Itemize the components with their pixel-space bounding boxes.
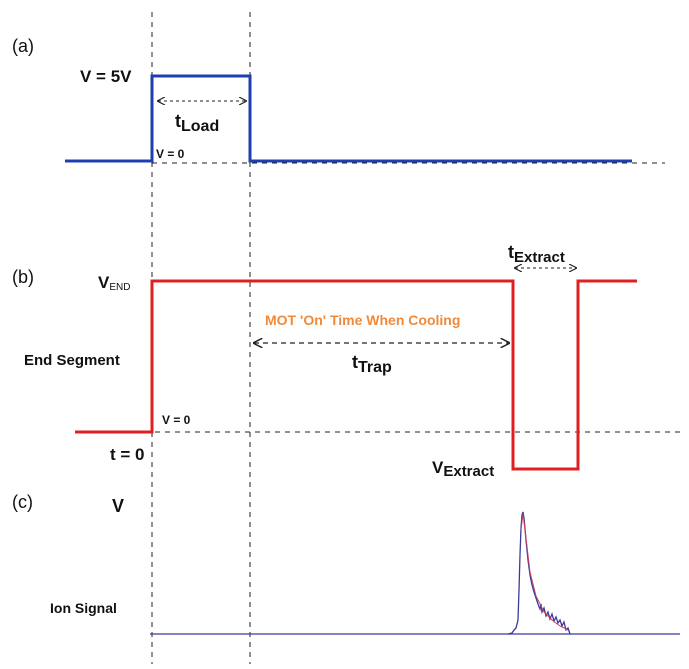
t-extract-main: t: [508, 242, 514, 262]
v-extract-subscript: Extract: [443, 463, 494, 480]
end-segment-trace: [75, 279, 637, 471]
t-trap-main: t: [352, 352, 358, 372]
ion-signal-trace: [507, 511, 571, 635]
panel-a-zero-label: V = 0: [156, 147, 185, 161]
t-trap-subscript: Trap: [358, 359, 392, 376]
ion-signal-fit-trace: [520, 513, 569, 631]
panel-label-a: (a): [12, 36, 34, 56]
v-end-main: V: [98, 273, 110, 292]
load-pulse-trace: [65, 74, 632, 163]
t-load-main: t: [175, 111, 181, 131]
t-load-label: tLoad: [175, 111, 219, 135]
t-zero-label: t = 0: [110, 445, 145, 464]
panel-b-zero-label: V = 0: [162, 413, 191, 427]
ion-signal-label: Ion Signal: [50, 600, 117, 616]
v-extract-label: VExtract: [432, 458, 494, 480]
t-trap-label: tTrap: [352, 352, 392, 376]
t-extract-label: tExtract: [508, 242, 565, 266]
v-end-subscript: END: [109, 282, 130, 293]
v-extract-main: V: [432, 458, 444, 477]
end-segment-label: End Segment: [24, 352, 120, 369]
t-extract-subscript: Extract: [514, 249, 565, 266]
t-load-subscript: Load: [181, 118, 219, 135]
panel-c-v-label: V: [112, 496, 124, 516]
v-end-label: VEND: [98, 273, 130, 293]
panel-label-b: (b): [12, 267, 34, 287]
panel-label-c: (c): [12, 492, 33, 512]
voltage-high-label: V = 5V: [80, 67, 132, 86]
mot-on-time-annotation: MOT 'On' Time When Cooling: [265, 312, 460, 328]
